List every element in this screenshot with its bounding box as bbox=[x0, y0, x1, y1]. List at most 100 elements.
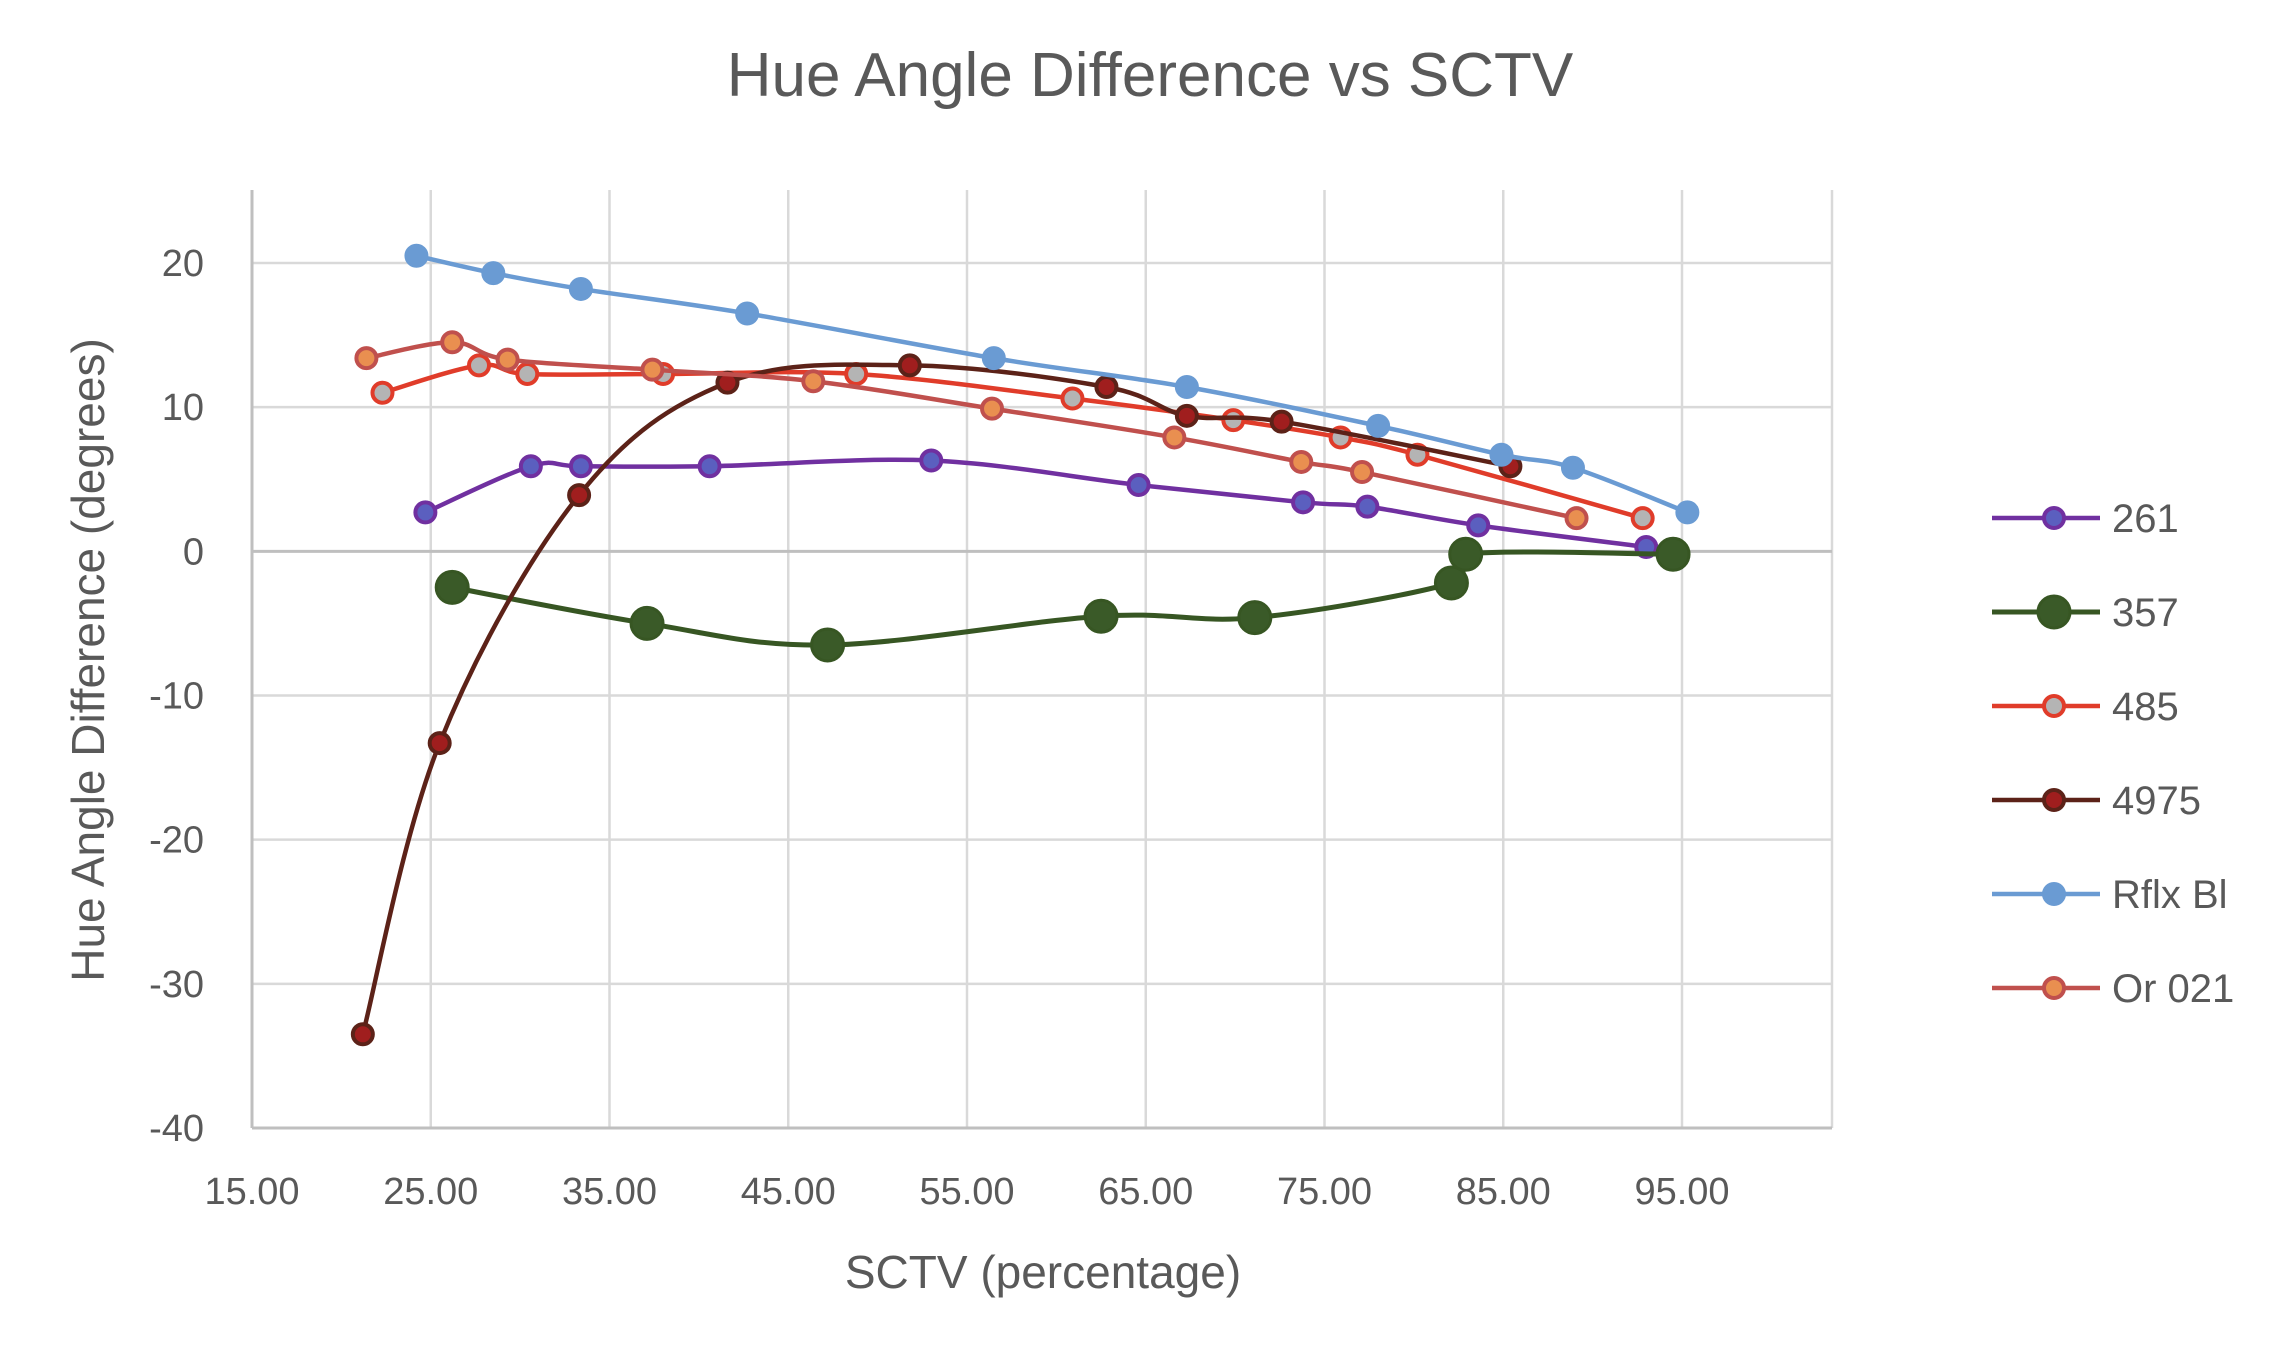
data-point bbox=[1221, 408, 1246, 433]
data-point bbox=[1560, 455, 1585, 480]
legend-item[interactable]: 357 bbox=[1992, 591, 2179, 635]
series-357 bbox=[434, 536, 1691, 663]
data-point bbox=[1289, 449, 1314, 474]
legend-marker bbox=[2042, 694, 2066, 718]
data-point bbox=[1675, 500, 1700, 525]
series-line bbox=[381, 362, 1644, 521]
x-tick-label: 85.00 bbox=[1456, 1171, 1551, 1213]
series-or-021 bbox=[354, 330, 1589, 531]
data-point bbox=[1291, 490, 1316, 515]
legend-label: 261 bbox=[2112, 497, 2179, 541]
data-point bbox=[897, 353, 922, 378]
x-tick-label: 15.00 bbox=[204, 1171, 299, 1213]
x-axis-ticks: 15.00 25.00 35.00 45.00 55.00 65.00 75.00 85.00… bbox=[204, 1171, 1729, 1213]
data-point bbox=[350, 1022, 375, 1047]
x-tick-label: 35.00 bbox=[562, 1171, 657, 1213]
data-point bbox=[801, 369, 826, 394]
data-point bbox=[1355, 494, 1380, 519]
data-point bbox=[1466, 513, 1491, 538]
legend-marker bbox=[2042, 506, 2066, 530]
x-tick-label: 65.00 bbox=[1098, 1171, 1193, 1213]
data-point bbox=[404, 243, 429, 268]
x-tick-label: 75.00 bbox=[1277, 1171, 1372, 1213]
legend-marker bbox=[2036, 594, 2072, 630]
data-point bbox=[1433, 565, 1469, 601]
data-point bbox=[354, 346, 379, 371]
legend-label: 4975 bbox=[2112, 779, 2201, 823]
series-group bbox=[350, 243, 1700, 1047]
data-point bbox=[1094, 374, 1119, 399]
data-point bbox=[1489, 442, 1514, 467]
data-point bbox=[515, 362, 540, 387]
legend-marker bbox=[2042, 788, 2066, 812]
y-tick-label: -30 bbox=[149, 964, 204, 1006]
data-point bbox=[568, 276, 593, 301]
data-point bbox=[1350, 460, 1375, 485]
data-point bbox=[440, 330, 465, 355]
series-line bbox=[424, 457, 1647, 550]
legend-marker bbox=[2042, 976, 2066, 1000]
data-point bbox=[810, 627, 846, 663]
data-point bbox=[1269, 409, 1294, 434]
data-point bbox=[495, 347, 520, 372]
data-point bbox=[481, 261, 506, 286]
data-point bbox=[1162, 425, 1187, 450]
series-261 bbox=[413, 448, 1659, 560]
legend-marker bbox=[2042, 882, 2066, 906]
x-tick-label: 25.00 bbox=[383, 1171, 478, 1213]
chart-title: Hue Angle Difference vs SCTV bbox=[727, 41, 1574, 110]
data-point bbox=[844, 362, 869, 387]
data-point bbox=[1083, 598, 1119, 634]
data-point bbox=[427, 731, 452, 756]
data-point bbox=[1448, 536, 1484, 572]
data-point bbox=[1174, 374, 1199, 399]
data-point bbox=[467, 353, 492, 378]
data-point bbox=[640, 357, 665, 382]
x-axis-label: SCTV (percentage) bbox=[845, 1246, 1241, 1298]
data-point bbox=[518, 454, 543, 479]
x-tick-label: 45.00 bbox=[741, 1171, 836, 1213]
data-point bbox=[697, 454, 722, 479]
data-point bbox=[1655, 536, 1691, 572]
axes bbox=[250, 190, 1832, 1130]
data-point bbox=[1237, 600, 1273, 636]
data-point bbox=[413, 500, 438, 525]
data-point bbox=[1174, 403, 1199, 428]
data-point bbox=[567, 483, 592, 508]
series-485 bbox=[370, 353, 1655, 531]
legend-item[interactable]: Or 021 bbox=[1992, 967, 2234, 1011]
data-point bbox=[629, 605, 665, 641]
y-tick-label: 10 bbox=[162, 387, 204, 429]
legend-item[interactable]: 485 bbox=[1992, 685, 2179, 729]
legend[interactable]: 261 357 485 4975 Rflx Bl Or 021 bbox=[1992, 497, 2234, 1011]
y-tick-label: 20 bbox=[162, 243, 204, 285]
y-axis-label: Hue Angle Difference (degrees) bbox=[62, 338, 114, 982]
series-rflx-bl bbox=[404, 243, 1700, 525]
legend-item[interactable]: Rflx Bl bbox=[1992, 873, 2228, 917]
y-tick-label: -40 bbox=[149, 1108, 204, 1150]
legend-item[interactable]: 4975 bbox=[1992, 779, 2201, 823]
legend-label: 485 bbox=[2112, 685, 2179, 729]
y-tick-label: -20 bbox=[149, 820, 204, 862]
data-point bbox=[919, 448, 944, 473]
legend-item[interactable]: 261 bbox=[1992, 497, 2179, 541]
data-point bbox=[1366, 413, 1391, 438]
data-point bbox=[1060, 386, 1085, 411]
data-point bbox=[434, 569, 470, 605]
data-point bbox=[735, 301, 760, 326]
legend-label: 357 bbox=[2112, 591, 2179, 635]
data-point bbox=[1564, 506, 1589, 531]
data-point bbox=[980, 396, 1005, 421]
y-tick-label: 0 bbox=[183, 531, 204, 573]
data-point bbox=[568, 454, 593, 479]
y-axis-ticks: -40 -30 -20 -10 0 10 20 bbox=[149, 243, 204, 1150]
legend-label: Or 021 bbox=[2112, 967, 2234, 1011]
data-point bbox=[1126, 473, 1151, 498]
x-tick-label: 95.00 bbox=[1634, 1171, 1729, 1213]
data-point bbox=[1630, 506, 1655, 531]
gridlines bbox=[252, 190, 1834, 1130]
x-tick-label: 55.00 bbox=[919, 1171, 1014, 1213]
data-point bbox=[370, 380, 395, 405]
y-tick-label: -10 bbox=[149, 676, 204, 718]
